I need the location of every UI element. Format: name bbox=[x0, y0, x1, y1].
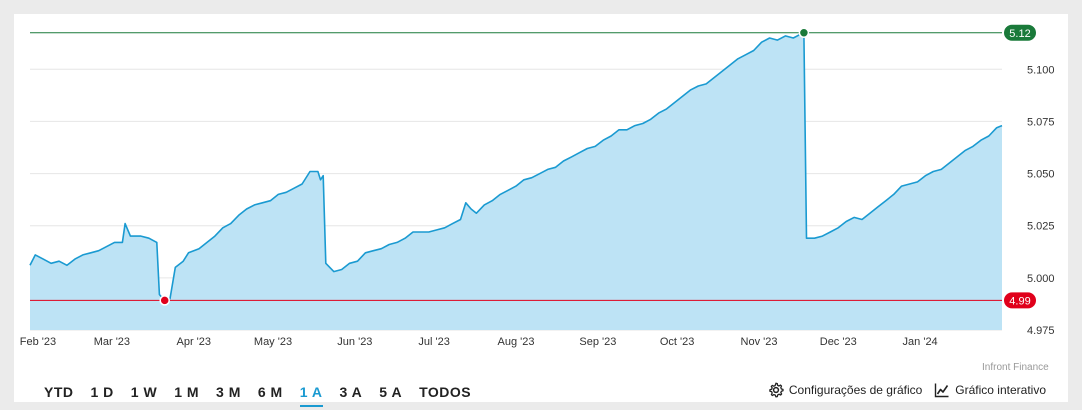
series-area bbox=[30, 33, 1002, 331]
max-badge bbox=[1004, 24, 1036, 41]
range-button-1w[interactable]: 1 W bbox=[130, 384, 158, 400]
x-tick-label: Nov '23 bbox=[741, 336, 778, 348]
range-button-todos[interactable]: TODOS bbox=[419, 384, 472, 400]
max-badge-label: 5.12 bbox=[1009, 28, 1030, 40]
gear-icon bbox=[769, 382, 784, 398]
range-button-3a[interactable]: 3 A bbox=[339, 384, 363, 400]
max-point bbox=[798, 27, 810, 39]
chart-panel: 5.100 5.075 5.050 5.025 5.000 4.975 5.12 4.99 Fe… bbox=[14, 14, 1068, 407]
range-button-3m[interactable]: 3 M bbox=[216, 384, 241, 400]
x-tick-label: Jun '23 bbox=[337, 336, 372, 348]
x-tick-label: Jul '23 bbox=[418, 336, 449, 348]
y-tick-label: 5.100 bbox=[1027, 64, 1055, 76]
interactive-chart-label: Gráfico interativo bbox=[955, 383, 1046, 397]
y-tick-label: 5.075 bbox=[1027, 116, 1055, 128]
chart-tools: Configurações de gráfico Gráfico interat… bbox=[768, 382, 1046, 398]
x-tick-label: Oct '23 bbox=[660, 336, 695, 348]
x-tick-label: Mar '23 bbox=[94, 336, 130, 348]
chart-settings-button[interactable]: Configurações de gráfico bbox=[768, 382, 922, 398]
range-button-1d[interactable]: 1 D bbox=[90, 384, 114, 400]
y-tick-label: 5.000 bbox=[1027, 273, 1055, 285]
chart-settings-label: Configurações de gráfico bbox=[788, 383, 923, 397]
y-tick-label: 5.025 bbox=[1027, 221, 1055, 233]
x-tick-label: Feb '23 bbox=[20, 336, 56, 348]
range-selector: YTD 1 D 1 W 1 M 3 M 6 M 1 A 3 A 5 A TODOS bbox=[44, 383, 488, 407]
price-chart[interactable]: 5.100 5.075 5.050 5.025 5.000 4.975 5.12 4.99 Fe… bbox=[14, 14, 1068, 364]
min-badge bbox=[1004, 292, 1036, 309]
range-button-1a[interactable]: 1 A bbox=[299, 383, 331, 407]
min-badge-label: 4.99 bbox=[1009, 295, 1030, 307]
x-tick-label: Jan '24 bbox=[903, 336, 938, 348]
interactive-chart-button[interactable]: Gráfico interativo bbox=[934, 382, 1046, 398]
x-tick-label: Apr '23 bbox=[177, 336, 212, 348]
range-button-6m[interactable]: 6 M bbox=[257, 384, 283, 400]
x-tick-label: Sep '23 bbox=[579, 336, 616, 348]
series-line bbox=[29, 33, 1003, 302]
x-tick-label: Aug '23 bbox=[498, 336, 535, 348]
x-tick-label: May '23 bbox=[254, 336, 292, 348]
x-tick-label: Dec '23 bbox=[820, 336, 857, 348]
range-button-1m[interactable]: 1 M bbox=[174, 384, 200, 400]
y-tick-label: 5.050 bbox=[1027, 169, 1055, 181]
source-label: Infront Finance bbox=[982, 362, 1049, 373]
min-point bbox=[159, 295, 170, 306]
range-button-5a[interactable]: 5 A bbox=[379, 384, 403, 400]
y-tick-label: 4.975 bbox=[1027, 325, 1055, 337]
range-button-ytd[interactable]: YTD bbox=[44, 384, 74, 400]
line-chart-icon bbox=[935, 383, 949, 398]
